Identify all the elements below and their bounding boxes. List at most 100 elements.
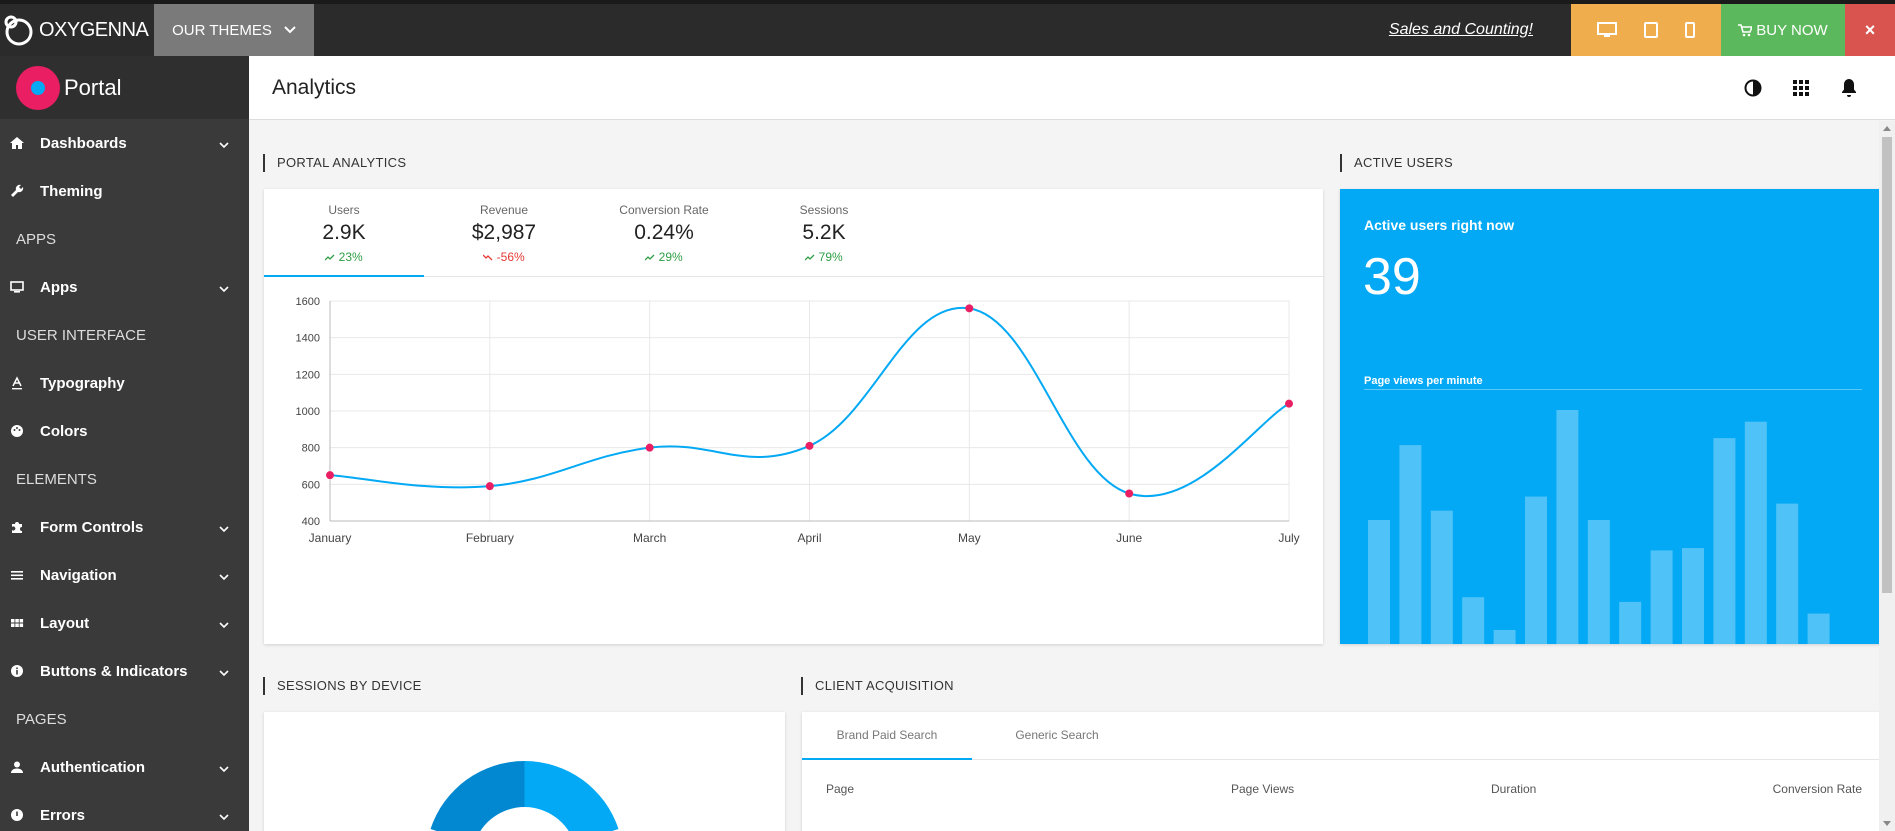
- x-tick-label: January: [309, 531, 352, 545]
- page-views-bar[interactable]: [1525, 496, 1547, 644]
- data-point[interactable]: [805, 441, 814, 450]
- palette-icon: [10, 424, 24, 438]
- page-views-bar[interactable]: [1650, 550, 1673, 644]
- chevron-down-icon[interactable]: [219, 520, 229, 537]
- stat-tab-revenue[interactable]: Revenue $2,987 -56%: [424, 189, 584, 276]
- sidebar-item-dashboards[interactable]: Dashboards: [0, 119, 249, 167]
- sidebar-item-typography[interactable]: Typography: [0, 359, 249, 407]
- column-page-views[interactable]: Page Views: [1231, 782, 1295, 796]
- y-tick-label: 1000: [296, 406, 320, 418]
- data-point[interactable]: [645, 443, 654, 452]
- data-point[interactable]: [326, 471, 334, 480]
- chevron-down-icon[interactable]: [219, 664, 229, 681]
- close-button[interactable]: ×: [1845, 4, 1895, 56]
- sessions-by-device-heading: SESSIONS BY DEVICE: [263, 677, 422, 695]
- page-views-bar[interactable]: [1776, 503, 1799, 644]
- tab-generic-search[interactable]: Generic Search: [1015, 728, 1099, 742]
- page-views-bar[interactable]: [1807, 613, 1830, 644]
- acquisition-table-header: Page Page Views Duration Conversion Rate: [802, 760, 1880, 818]
- desktop-icon[interactable]: [1596, 22, 1617, 38]
- contrast-icon[interactable]: [1743, 78, 1763, 98]
- chevron-down-icon[interactable]: [219, 568, 229, 585]
- page-views-bar[interactable]: [1462, 597, 1485, 644]
- sidebar: Portal Dashboards Theming APPS Apps USER INT…: [0, 56, 249, 831]
- cart-icon: [1738, 23, 1753, 36]
- x-tick-label: July: [1278, 531, 1299, 545]
- stat-label: Revenue: [479, 203, 529, 217]
- portal-brand[interactable]: Portal: [0, 56, 249, 119]
- trend-up-icon: [804, 254, 815, 261]
- sidebar-item-authentication[interactable]: Authentication: [0, 743, 249, 791]
- page-views-bar[interactable]: [1587, 519, 1610, 644]
- our-themes-dropdown[interactable]: OUR THEMES: [154, 4, 314, 56]
- acquisition-tabs: Brand Paid Search Generic Search: [802, 712, 1880, 760]
- page-title: Analytics: [272, 75, 357, 99]
- scroll-down-arrow-icon[interactable]: [1883, 821, 1891, 826]
- sidebar-item-form-controls[interactable]: Form Controls: [0, 503, 249, 551]
- top-bar: OXYGENNA OUR THEMES Sales and Counting! …: [0, 0, 1895, 56]
- stat-tab-sessions[interactable]: Sessions 5.2K 79%: [744, 189, 904, 276]
- wrench-icon: [10, 184, 24, 198]
- stat-change: 23%: [264, 250, 424, 264]
- page-views-bar[interactable]: [1368, 519, 1390, 644]
- main-content: PORTAL ANALYTICS Users 2.9K 23% Revenue $2,…: [249, 121, 1880, 831]
- data-point[interactable]: [485, 482, 494, 491]
- stat-tab-conversion-rate[interactable]: Conversion Rate 0.24% 29%: [584, 189, 744, 276]
- donut-segment-mobile: [430, 761, 525, 831]
- scroll-thumb[interactable]: [1882, 137, 1892, 593]
- oxygenna-logo[interactable]: OXYGENNA: [0, 4, 154, 56]
- sidebar-section-apps: APPS: [16, 230, 57, 248]
- column-duration[interactable]: Duration: [1491, 782, 1537, 796]
- chevron-down-icon[interactable]: [219, 136, 229, 153]
- sidebar-section-elements: ELEMENTS: [16, 470, 97, 488]
- chevron-down-icon[interactable]: [219, 760, 229, 777]
- data-point[interactable]: [1285, 399, 1293, 408]
- page-views-bar[interactable]: [1430, 510, 1453, 644]
- page-views-bar[interactable]: [1713, 438, 1736, 644]
- stat-tab-users[interactable]: Users 2.9K 23%: [264, 189, 424, 277]
- page-views-bar[interactable]: [1399, 445, 1422, 644]
- grid-icon: [10, 616, 24, 630]
- sidebar-item-label: Authentication: [40, 758, 145, 776]
- stat-value: 2.9K: [322, 221, 366, 244]
- y-tick-label: 600: [302, 479, 320, 491]
- sales-link[interactable]: Sales and Counting!: [1388, 21, 1533, 38]
- chevron-down-icon[interactable]: [219, 280, 229, 297]
- sidebar-item-colors[interactable]: Colors: [0, 407, 249, 455]
- page-scrollbar[interactable]: [1879, 121, 1895, 831]
- x-tick-label: February: [466, 531, 514, 545]
- sidebar-item-navigation[interactable]: Navigation: [0, 551, 249, 599]
- apps-grid-icon[interactable]: [1791, 78, 1811, 98]
- sessions-by-device-card: [264, 712, 785, 831]
- page-views-bar[interactable]: [1682, 548, 1704, 644]
- mobile-icon[interactable]: [1685, 22, 1696, 38]
- scroll-up-arrow-icon[interactable]: [1883, 126, 1891, 131]
- sidebar-item-errors[interactable]: Errors: [0, 791, 249, 831]
- column-page[interactable]: Page: [826, 782, 855, 796]
- data-point[interactable]: [965, 304, 974, 313]
- page-views-bar-chart: [1368, 410, 1830, 644]
- buy-now-label: BUY NOW: [1756, 21, 1828, 39]
- sidebar-item-apps[interactable]: Apps: [0, 263, 249, 311]
- trend-up-icon: [324, 254, 335, 261]
- buy-now-button[interactable]: BUY NOW: [1721, 4, 1845, 56]
- column-conversion-rate[interactable]: Conversion Rate: [1772, 782, 1862, 796]
- page-views-bar[interactable]: [1619, 601, 1642, 644]
- y-tick-label: 800: [302, 443, 320, 455]
- sidebar-item-layout[interactable]: Layout: [0, 599, 249, 647]
- page-views-bar[interactable]: [1493, 629, 1516, 644]
- chevron-down-icon[interactable]: [219, 616, 229, 633]
- active-users-title: Active users right now: [1364, 217, 1515, 233]
- monitor-icon: [10, 280, 24, 294]
- bell-icon[interactable]: [1839, 78, 1859, 98]
- person-icon: [10, 760, 24, 774]
- sidebar-item-theming[interactable]: Theming: [0, 167, 249, 215]
- chevron-down-icon[interactable]: [219, 808, 229, 825]
- tab-brand-paid-search[interactable]: Brand Paid Search: [802, 712, 972, 760]
- data-point[interactable]: [1125, 489, 1134, 498]
- portal-analytics-card: Users 2.9K 23% Revenue $2,987 -56% Conversio…: [264, 189, 1323, 644]
- page-views-bar[interactable]: [1556, 410, 1579, 644]
- sidebar-item-buttons-indicators[interactable]: Buttons & Indicators: [0, 647, 249, 695]
- tablet-icon[interactable]: [1643, 22, 1658, 38]
- page-views-bar[interactable]: [1744, 421, 1767, 644]
